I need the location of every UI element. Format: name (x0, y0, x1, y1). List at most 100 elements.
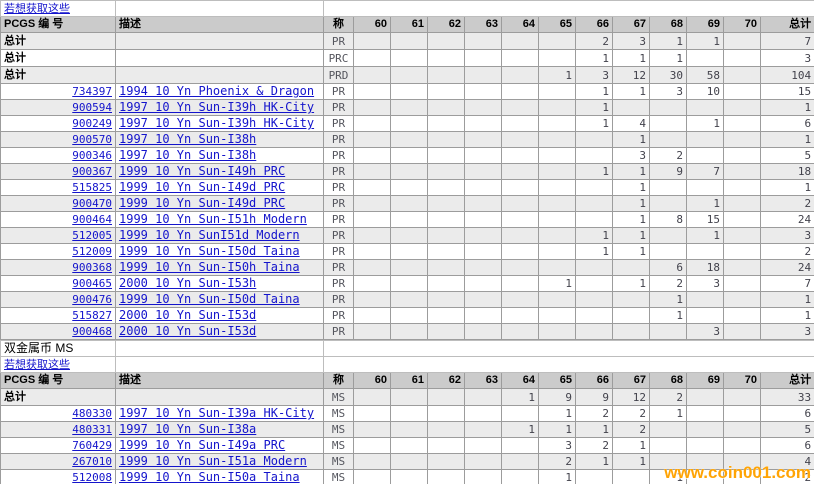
description-link[interactable]: 1999 10 Yn Sun-I49d PRC (119, 196, 286, 211)
description-link[interactable]: 2000 10 Yn Sun-I53d (119, 324, 257, 339)
count-cell-grade-70 (723, 243, 761, 260)
pcgs-number-link[interactable]: 900346 (72, 149, 112, 162)
description-link[interactable]: 1999 10 Yn Sun-I50d Taina (119, 292, 300, 307)
count-cell-grade-70 (723, 388, 761, 406)
pcgs-number-link[interactable]: 900465 (72, 277, 112, 290)
count-cell-grade-69: 7 (686, 163, 724, 180)
pcgs-number-link[interactable]: 267010 (72, 455, 112, 468)
get-these-link[interactable]: 若想获取这些 (4, 2, 70, 15)
count-cell-grade-60 (353, 147, 391, 164)
table-row: 900368 1999 10 Yn Sun-I50h Taina PR 6 18 24 (0, 259, 814, 276)
description-link[interactable]: 1997 10 Yn Sun-I38h (119, 148, 257, 163)
count-cell-grade-63 (464, 421, 502, 438)
description-cell: 1999 10 Yn Sun-I50a Taina (115, 469, 324, 484)
count-cell-grade-63 (464, 275, 502, 292)
pcgs-number-link[interactable]: 515825 (72, 181, 112, 194)
pcgs-number-cell: 900367 (0, 163, 116, 180)
table-row: 900249 1997 10 Yn Sun-I39h HK-City PR 1 4 1 6 (0, 115, 814, 132)
description-link[interactable]: 1999 10 Yn Sun-I51h Modern (119, 212, 307, 227)
description-link[interactable]: 1999 10 Yn Sun-I49a PRC (119, 438, 286, 453)
row-total-cell: 2 (759, 243, 814, 260)
description-cell (115, 388, 324, 406)
pcgs-number-link[interactable]: 900594 (72, 101, 112, 114)
count-cell-grade-64 (501, 453, 539, 470)
description-link[interactable]: 1997 10 Yn Sun-I39h HK-City (119, 100, 315, 115)
pcgs-number-link[interactable]: 512005 (72, 229, 112, 242)
description-cell (115, 32, 324, 50)
description-link[interactable]: 1999 10 Yn Sun-I50a Taina (119, 470, 300, 484)
totals-row: 总计 PRC 1 1 1 3 (0, 49, 814, 67)
column-header-grade-69: 69 (686, 16, 724, 33)
row-total-cell: 1 (759, 291, 814, 308)
description-link[interactable]: 1999 10 Yn Sun-I51a Modern (119, 454, 307, 469)
count-cell-grade-60 (353, 405, 391, 422)
count-cell-grade-63 (464, 83, 502, 100)
description-cell (115, 49, 324, 67)
count-cell-grade-61 (390, 437, 428, 454)
pcgs-number-link[interactable]: 900470 (72, 197, 112, 210)
pcgs-number-link[interactable]: 734397 (72, 85, 112, 98)
pcgs-number-cell: 900476 (0, 291, 116, 308)
description-link[interactable]: 1999 10 Yn Sun-I49d PRC (119, 180, 286, 195)
description-link[interactable]: 1999 10 Yn Sun-I50d Taina (119, 244, 300, 259)
pcgs-number-link[interactable]: 480331 (72, 423, 112, 436)
pcgs-number-link[interactable]: 515827 (72, 309, 112, 322)
description-cell: 1999 10 Yn Sun-I49d PRC (115, 179, 324, 196)
count-cell-grade-63 (464, 307, 502, 324)
count-cell-grade-64 (501, 291, 539, 308)
description-link[interactable]: 2000 10 Yn Sun-I53h (119, 276, 257, 291)
totals-label: 总计 (4, 35, 26, 47)
pcgs-number-link[interactable]: 512009 (72, 245, 112, 258)
table-row: 900570 1997 10 Yn Sun-I38h PR 1 1 (0, 131, 814, 148)
count-cell-grade-67: 12 (612, 66, 650, 84)
count-cell-grade-67 (612, 259, 650, 276)
count-cell-grade-63 (464, 49, 502, 67)
count-cell-grade-64 (501, 307, 539, 324)
pcgs-number-link[interactable]: 900368 (72, 261, 112, 274)
pcgs-number-link[interactable]: 900468 (72, 325, 112, 338)
pcgs-number-cell: 760429 (0, 437, 116, 454)
description-link[interactable]: 1999 10 Yn Sun-I49h PRC (119, 164, 286, 179)
column-header-grade-61: 61 (390, 16, 428, 33)
count-cell-grade-61 (390, 195, 428, 212)
pcgs-number-link[interactable]: 900249 (72, 117, 112, 130)
table-row: 900465 2000 10 Yn Sun-I53h PR 1 1 2 3 7 (0, 275, 814, 292)
count-cell-grade-64 (501, 469, 539, 484)
description-link[interactable]: 1997 10 Yn Sun-I38h (119, 132, 257, 147)
pcgs-number-cell: 900470 (0, 195, 116, 212)
description-link[interactable]: 1994 10 Yn Phoenix & Dragon (119, 84, 315, 99)
description-link[interactable]: 2000 10 Yn Sun-I53d (119, 308, 257, 323)
description-link[interactable]: 1999 10 Yn Sun-I50h Taina (119, 260, 300, 275)
row-total-cell: 3 (759, 323, 814, 340)
designation-cell: PR (323, 179, 354, 196)
row-total-cell: 3 (759, 227, 814, 244)
count-cell-grade-69 (686, 388, 724, 406)
description-link[interactable]: 1997 10 Yn Sun-I39h HK-City (119, 116, 315, 131)
count-cell-grade-62 (427, 32, 465, 50)
pcgs-number-link[interactable]: 900476 (72, 293, 112, 306)
pcgs-number-link[interactable]: 900367 (72, 165, 112, 178)
description-link[interactable]: 1997 10 Yn Sun-I39a HK-City (119, 406, 315, 421)
column-header-grade-64: 64 (501, 16, 539, 33)
row-total-cell: 1 (759, 307, 814, 324)
row-total-cell: 18 (759, 163, 814, 180)
count-cell-grade-66: 1 (575, 83, 613, 100)
count-cell-grade-60 (353, 291, 391, 308)
description-cell: 1999 10 Yn Sun-I50h Taina (115, 259, 324, 276)
count-cell-grade-66: 1 (575, 453, 613, 470)
row-total-cell: 104 (759, 66, 814, 84)
description-link[interactable]: 1997 10 Yn Sun-I38a (119, 422, 257, 437)
pcgs-number-link[interactable]: 900464 (72, 213, 112, 226)
description-link[interactable]: 1999 10 Yn SunI51d Modern (119, 228, 300, 243)
pcgs-number-link[interactable]: 480330 (72, 407, 112, 420)
pcgs-number-link[interactable]: 512008 (72, 471, 112, 484)
pcgs-number-link[interactable]: 900570 (72, 133, 112, 146)
count-cell-grade-61 (390, 243, 428, 260)
pcgs-number-cell: 515825 (0, 179, 116, 196)
get-these-link[interactable]: 若想获取这些 (4, 358, 70, 371)
pcgs-number-link[interactable]: 760429 (72, 439, 112, 452)
row-total-cell: 7 (759, 32, 814, 50)
count-cell-grade-65 (538, 291, 576, 308)
totals-row: 总计 MS 1 9 9 12 2 33 (0, 388, 814, 406)
